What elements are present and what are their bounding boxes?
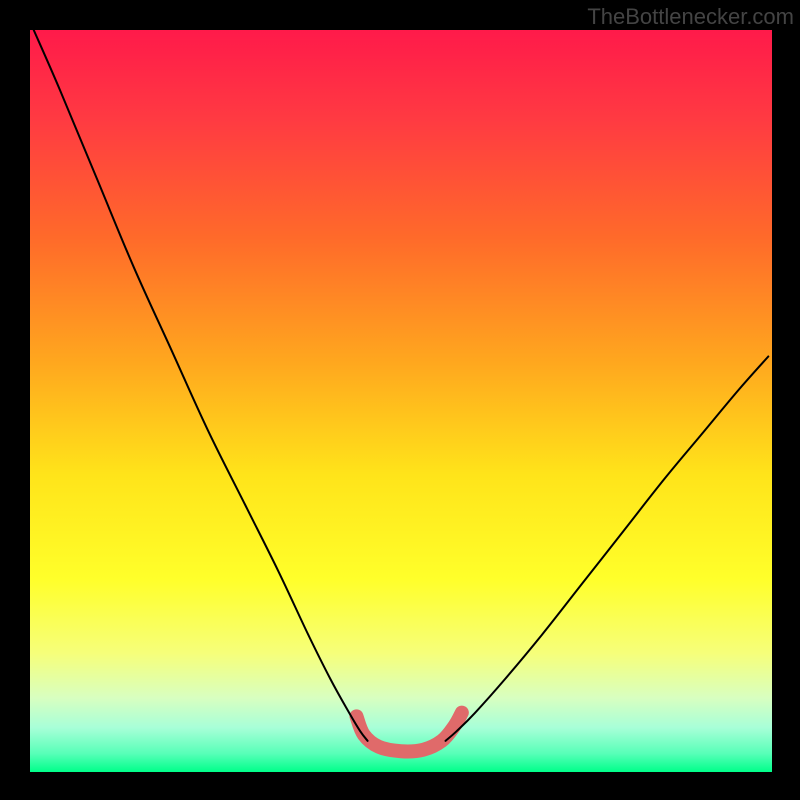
gradient-background [30,30,772,772]
chart-root: TheBottlenecker.com [0,0,800,800]
plot-area [30,30,772,772]
watermark-text: TheBottlenecker.com [587,4,794,30]
